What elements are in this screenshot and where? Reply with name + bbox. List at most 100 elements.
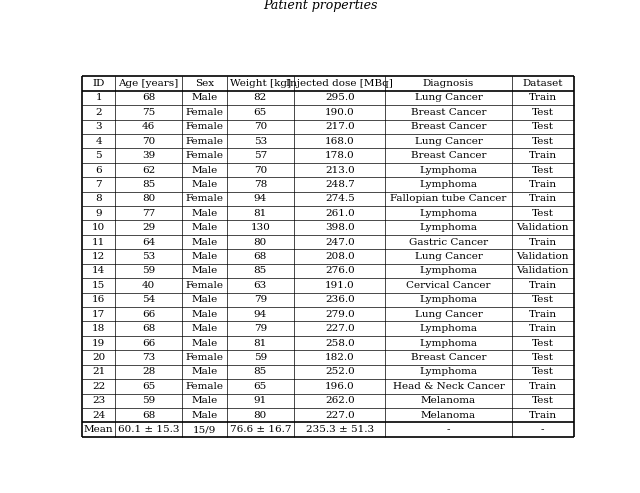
Text: Sex: Sex xyxy=(195,79,214,88)
Text: 63: 63 xyxy=(253,281,267,290)
Text: 64: 64 xyxy=(142,238,156,246)
Text: Male: Male xyxy=(191,223,218,232)
Text: 248.7: 248.7 xyxy=(325,180,355,189)
Text: 14: 14 xyxy=(92,267,105,276)
Text: Breast Cancer: Breast Cancer xyxy=(411,151,486,160)
Text: Train: Train xyxy=(529,151,557,160)
Text: 7: 7 xyxy=(95,180,102,189)
Text: 398.0: 398.0 xyxy=(325,223,355,232)
Text: Train: Train xyxy=(529,281,557,290)
Text: Male: Male xyxy=(191,267,218,276)
Text: 217.0: 217.0 xyxy=(325,122,355,131)
Text: Head & Neck Cancer: Head & Neck Cancer xyxy=(392,382,504,391)
Text: 57: 57 xyxy=(253,151,267,160)
Text: Female: Female xyxy=(186,353,223,362)
Text: Melanoma: Melanoma xyxy=(421,411,476,420)
Text: 8: 8 xyxy=(95,194,102,203)
Text: 279.0: 279.0 xyxy=(325,310,355,319)
Text: 3: 3 xyxy=(95,122,102,131)
Text: 94: 94 xyxy=(253,310,267,319)
Text: 295.0: 295.0 xyxy=(325,93,355,103)
Text: Lymphoma: Lymphoma xyxy=(420,223,477,232)
Text: 190.0: 190.0 xyxy=(325,108,355,117)
Text: 70: 70 xyxy=(142,137,156,145)
Text: Male: Male xyxy=(191,180,218,189)
Text: Train: Train xyxy=(529,93,557,103)
Text: Test: Test xyxy=(532,137,554,145)
Text: 79: 79 xyxy=(253,324,267,333)
Text: 247.0: 247.0 xyxy=(325,238,355,246)
Text: 15: 15 xyxy=(92,281,105,290)
Text: -: - xyxy=(447,425,451,434)
Text: Male: Male xyxy=(191,209,218,218)
Text: Female: Female xyxy=(186,122,223,131)
Text: 258.0: 258.0 xyxy=(325,339,355,348)
Text: 66: 66 xyxy=(142,339,156,348)
Text: Train: Train xyxy=(529,324,557,333)
Text: 24: 24 xyxy=(92,411,105,420)
Text: 274.5: 274.5 xyxy=(325,194,355,203)
Text: Breast Cancer: Breast Cancer xyxy=(411,122,486,131)
Text: 9: 9 xyxy=(95,209,102,218)
Text: 53: 53 xyxy=(142,252,156,261)
Text: 261.0: 261.0 xyxy=(325,209,355,218)
Text: Validation: Validation xyxy=(516,223,569,232)
Text: 5: 5 xyxy=(95,151,102,160)
Text: 252.0: 252.0 xyxy=(325,367,355,377)
Text: 82: 82 xyxy=(253,93,267,103)
Text: Fallopian tube Cancer: Fallopian tube Cancer xyxy=(390,194,507,203)
Text: Lymphoma: Lymphoma xyxy=(420,295,477,304)
Text: 68: 68 xyxy=(142,411,156,420)
Text: 54: 54 xyxy=(142,295,156,304)
Text: Female: Female xyxy=(186,281,223,290)
Text: 65: 65 xyxy=(253,382,267,391)
Text: 66: 66 xyxy=(142,310,156,319)
Text: Injected dose [MBq]: Injected dose [MBq] xyxy=(286,79,393,88)
Text: 20: 20 xyxy=(92,353,105,362)
Text: 77: 77 xyxy=(142,209,156,218)
Text: 46: 46 xyxy=(142,122,156,131)
Text: Male: Male xyxy=(191,252,218,261)
Text: Female: Female xyxy=(186,382,223,391)
Text: 236.0: 236.0 xyxy=(325,295,355,304)
Text: 28: 28 xyxy=(142,367,156,377)
Text: Lymphoma: Lymphoma xyxy=(420,267,477,276)
Text: 59: 59 xyxy=(142,396,156,405)
Text: 18: 18 xyxy=(92,324,105,333)
Text: Test: Test xyxy=(532,166,554,175)
Text: 182.0: 182.0 xyxy=(325,353,355,362)
Text: 68: 68 xyxy=(253,252,267,261)
Text: 85: 85 xyxy=(253,267,267,276)
Text: 85: 85 xyxy=(253,367,267,377)
Text: 178.0: 178.0 xyxy=(325,151,355,160)
Text: 70: 70 xyxy=(253,166,267,175)
Text: 22: 22 xyxy=(92,382,105,391)
Text: Age [years]: Age [years] xyxy=(118,79,179,88)
Text: 262.0: 262.0 xyxy=(325,396,355,405)
Text: 40: 40 xyxy=(142,281,156,290)
Text: Diagnosis: Diagnosis xyxy=(423,79,474,88)
Text: Test: Test xyxy=(532,353,554,362)
Text: 168.0: 168.0 xyxy=(325,137,355,145)
Text: Female: Female xyxy=(186,137,223,145)
Text: 15/9: 15/9 xyxy=(193,425,216,434)
Text: 19: 19 xyxy=(92,339,105,348)
Text: 91: 91 xyxy=(253,396,267,405)
Text: Test: Test xyxy=(532,295,554,304)
Text: 53: 53 xyxy=(253,137,267,145)
Text: 59: 59 xyxy=(253,353,267,362)
Text: Test: Test xyxy=(532,367,554,377)
Text: 29: 29 xyxy=(142,223,156,232)
Text: 78: 78 xyxy=(253,180,267,189)
Text: Male: Male xyxy=(191,324,218,333)
Text: 65: 65 xyxy=(142,382,156,391)
Text: 196.0: 196.0 xyxy=(325,382,355,391)
Text: Test: Test xyxy=(532,209,554,218)
Text: Cervical Cancer: Cervical Cancer xyxy=(406,281,491,290)
Text: Melanoma: Melanoma xyxy=(421,396,476,405)
Text: 80: 80 xyxy=(253,411,267,420)
Text: Test: Test xyxy=(532,108,554,117)
Text: 12: 12 xyxy=(92,252,105,261)
Text: 1: 1 xyxy=(95,93,102,103)
Text: Patient properties: Patient properties xyxy=(263,0,377,12)
